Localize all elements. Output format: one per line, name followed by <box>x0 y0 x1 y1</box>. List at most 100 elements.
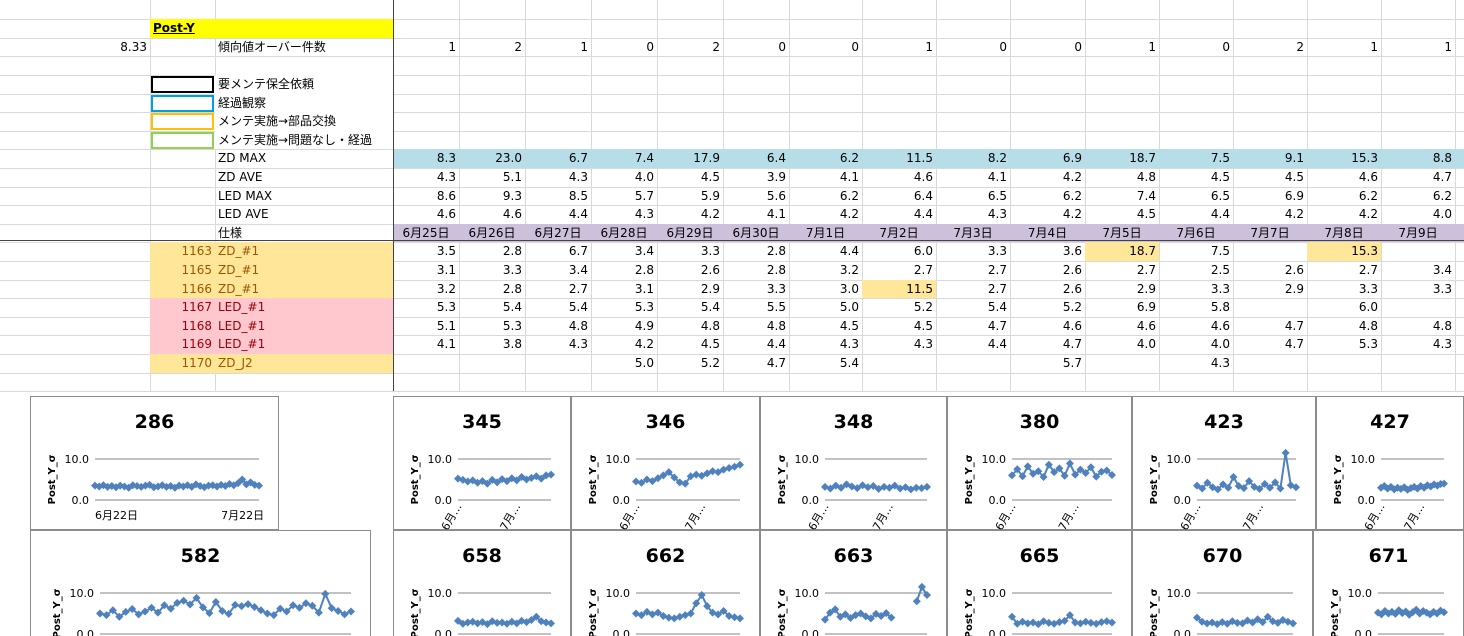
summary-value: 6.4 <box>766 151 786 166</box>
data-point <box>334 607 343 616</box>
data-point <box>1440 608 1448 617</box>
chart-title: 662 <box>646 545 686 567</box>
data-point <box>211 598 220 607</box>
data-point <box>478 477 487 486</box>
cell-value: 5.2 <box>913 300 933 315</box>
y-tick-label: 10.0 <box>70 587 95 600</box>
data-point <box>821 615 829 624</box>
data-point <box>1055 618 1064 627</box>
legend-label: メンテ実施→問題なし・経過 <box>215 130 393 150</box>
chart-title: 423 <box>1204 411 1244 433</box>
y-axis-label: Post_Y_σ <box>47 454 58 504</box>
cell-value: 4.3 <box>1210 356 1230 370</box>
data-point <box>1292 483 1300 492</box>
y-tick-label: 0.0 <box>613 628 631 636</box>
data-point <box>256 606 265 615</box>
data-point <box>166 604 175 613</box>
summary-value: 8.2 <box>987 151 1007 166</box>
cell-value: 2.8 <box>502 281 522 296</box>
summary-value: 6.5 <box>987 188 1007 203</box>
over-count: 2 <box>712 39 720 54</box>
summary-value: 17.9 <box>693 151 720 166</box>
cell-value: 3.8 <box>502 337 522 352</box>
row-fill <box>150 354 393 373</box>
cell-value: 15.3 <box>1307 242 1381 261</box>
chart-title: 427 <box>1370 411 1410 433</box>
data-point <box>242 480 251 489</box>
cell-value: 18.7 <box>1085 242 1159 261</box>
data-point <box>1039 473 1048 482</box>
data-point <box>1386 482 1395 491</box>
data-point <box>1383 484 1392 493</box>
data-point <box>463 618 472 627</box>
grid-line <box>657 0 658 392</box>
summary-value: 4.6 <box>913 170 933 184</box>
y-axis-label: Post_Y_σ <box>1333 454 1344 504</box>
legend-box <box>151 94 214 112</box>
data-point <box>923 591 931 600</box>
data-point <box>229 481 238 490</box>
cell-value: 4.0 <box>1210 337 1230 352</box>
data-point <box>263 609 272 618</box>
data-point <box>160 601 169 610</box>
data-point <box>708 608 717 617</box>
summary-value: 6.2 <box>1358 188 1378 203</box>
data-point <box>1390 485 1399 494</box>
cell-value: 3.3 <box>766 281 786 296</box>
date-header: 7月6日 <box>1176 225 1216 240</box>
summary-value: 6.5 <box>1210 188 1230 203</box>
data-point <box>1044 618 1053 627</box>
data-point <box>1278 616 1287 625</box>
y-tick-label: 0.0 <box>72 494 90 507</box>
grid-line <box>0 130 1464 132</box>
data-point <box>1422 608 1431 617</box>
data-point <box>321 589 330 598</box>
y-axis-label: Post_Y_σ <box>777 454 788 504</box>
grid-line <box>1233 0 1234 392</box>
data-point <box>730 613 739 622</box>
summary-value: 4.6 <box>502 207 522 222</box>
data-point <box>483 479 492 488</box>
cell-value: 2.5 <box>1210 263 1230 277</box>
cell-value: 2.6 <box>1062 263 1082 277</box>
data-point <box>1400 483 1409 492</box>
data-point <box>1193 481 1201 490</box>
legend-box <box>151 113 214 131</box>
data-point <box>719 607 728 616</box>
data-point <box>681 611 690 620</box>
summary-value: 4.8 <box>1136 170 1156 184</box>
data-point <box>1108 618 1116 627</box>
data-point <box>856 609 865 618</box>
data-point <box>1060 471 1069 480</box>
data-point <box>1071 618 1080 627</box>
data-point <box>714 610 723 619</box>
over-count: 1 <box>448 39 456 54</box>
data-point <box>1403 485 1412 494</box>
cell-value: 5.0 <box>839 300 859 315</box>
cell-value: 3.3 <box>987 244 1007 259</box>
data-point <box>1263 612 1272 621</box>
data-point <box>192 593 201 602</box>
cell-value: 5.7 <box>1062 356 1082 370</box>
data-point <box>1248 618 1257 627</box>
data-point <box>1092 619 1101 628</box>
chart-title: 663 <box>834 545 874 567</box>
data-point <box>637 478 646 487</box>
cell-value: 4.0 <box>1136 337 1156 352</box>
date-header: 6月30日 <box>732 225 780 240</box>
chart-border <box>947 396 1132 530</box>
data-point <box>642 607 651 616</box>
row-label: LED AVE <box>218 207 269 222</box>
data-point <box>244 600 253 609</box>
over-count: 1 <box>1444 39 1452 54</box>
cell-value: 2.8 <box>634 263 654 277</box>
chart-border <box>1313 530 1464 636</box>
data-point <box>537 474 546 483</box>
row-fill <box>150 316 393 336</box>
cell-value: 4.8 <box>1358 318 1378 333</box>
x-tick-label: 7月22日 <box>221 509 264 522</box>
over-count: 2 <box>1296 39 1304 54</box>
data-point <box>1387 607 1396 616</box>
chart-title: 658 <box>462 545 502 567</box>
